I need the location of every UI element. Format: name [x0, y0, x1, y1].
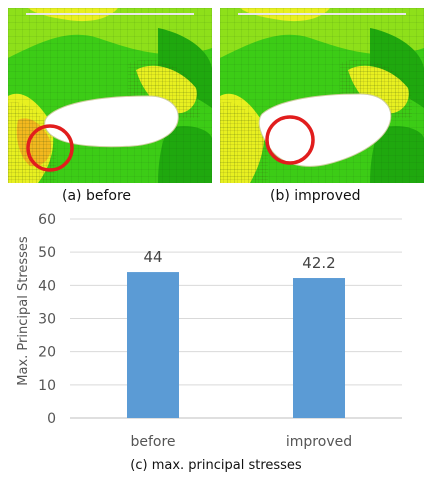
data-label-before: 44 [143, 248, 162, 266]
highlight-circle-improved [265, 115, 315, 165]
caption-improved: (b) improved [270, 188, 361, 204]
x-tick-label-improved: improved [286, 434, 352, 450]
highlight-circle-before [26, 124, 74, 172]
caption-before: (a) before [62, 188, 132, 204]
caption-chart: (c) max. principal stresses [130, 458, 302, 473]
bars [127, 272, 345, 418]
x-tick-labels: before improved [130, 434, 352, 450]
bar-before [127, 272, 179, 418]
data-label-improved: 42.2 [302, 254, 335, 272]
y-tick-labels: 0 10 20 30 40 50 60 [38, 212, 56, 427]
y-tick-label: 0 [47, 411, 56, 427]
bar-improved [293, 278, 345, 418]
y-tick-label: 40 [38, 278, 56, 294]
y-tick-label: 10 [38, 378, 56, 394]
y-tick-label: 20 [38, 345, 56, 361]
fe-contour-improved [220, 8, 424, 183]
y-axis-label: Max. Principal Stresses [16, 236, 31, 386]
principal-stress-bar-chart: 0 10 20 30 40 50 60 44 42.2 before improved Max.… [16, 212, 402, 450]
x-tick-label-before: before [130, 434, 175, 450]
y-tick-label: 30 [38, 312, 56, 328]
gridlines [70, 218, 402, 419]
y-tick-label: 50 [38, 245, 56, 261]
y-tick-label: 60 [38, 212, 56, 228]
data-labels: 44 42.2 [143, 248, 335, 272]
fe-contour-before [8, 8, 212, 183]
